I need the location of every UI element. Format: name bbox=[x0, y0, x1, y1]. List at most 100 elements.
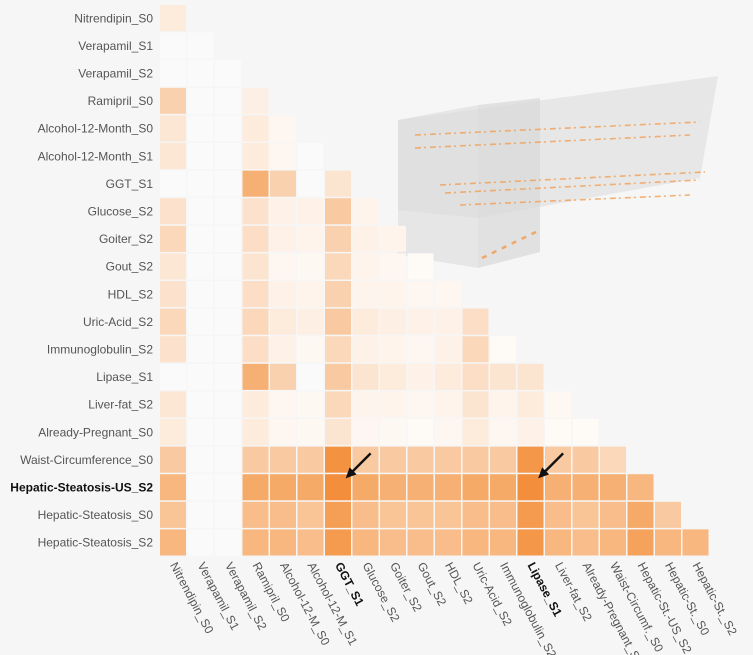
heatmap-cell-r16-c13 bbox=[517, 446, 544, 473]
arrow-head-0 bbox=[345, 467, 357, 479]
heatmap-cell-r19-c17 bbox=[627, 529, 654, 556]
heatmap-cell-r6-c0 bbox=[160, 170, 186, 197]
heatmap-cell-r14-c12 bbox=[490, 391, 516, 418]
heatmap-cell-r19-c11 bbox=[462, 529, 489, 556]
heatmap-cell-r16-c8 bbox=[380, 446, 406, 473]
heatmap-cell-r18-c18 bbox=[655, 501, 681, 528]
heatmap-cell-r15-c9 bbox=[407, 419, 434, 446]
heatmap-cell-r19-c12 bbox=[490, 529, 516, 556]
heatmap-cell-r15-c7 bbox=[352, 419, 379, 446]
heatmap-cell-r10-c5 bbox=[297, 281, 324, 308]
heatmap-cell-r19-c15 bbox=[572, 529, 599, 556]
heatmap-cell-r17-c13 bbox=[517, 474, 544, 501]
heatmap-cell-r11-c11 bbox=[462, 308, 489, 335]
row-label-16: Waist-Circumference_S0 bbox=[20, 453, 153, 467]
inset-segment-1 bbox=[414, 134, 691, 149]
heatmap-cell-r12-c1 bbox=[187, 336, 214, 363]
heatmap-cell-r11-c1 bbox=[187, 308, 214, 335]
heatmap-cell-r9-c7 bbox=[352, 253, 379, 280]
heatmap-cell-r13-c0 bbox=[160, 363, 186, 390]
heatmap-cell-r18-c1 bbox=[187, 501, 214, 528]
row-label-0: Nitrendipin_S0 bbox=[74, 11, 153, 25]
heatmap-cell-r16-c1 bbox=[187, 446, 214, 473]
heatmap-cells bbox=[160, 5, 709, 556]
heatmap-cell-r2-c1 bbox=[187, 60, 214, 87]
heatmap-cell-r17-c9 bbox=[407, 474, 434, 501]
heatmap-cell-r13-c5 bbox=[297, 363, 324, 390]
heatmap-cell-r19-c2 bbox=[215, 529, 241, 556]
heatmap-cell-r19-c5 bbox=[297, 529, 324, 556]
heatmap-cell-r11-c8 bbox=[380, 308, 406, 335]
heatmap-cell-r18-c7 bbox=[352, 501, 379, 528]
heatmap-cell-r12-c0 bbox=[160, 336, 186, 363]
3d-inset-view bbox=[398, 76, 718, 268]
heatmap-cell-r17-c14 bbox=[545, 474, 571, 501]
heatmap-cell-r18-c11 bbox=[462, 501, 489, 528]
heatmap-cell-r12-c12 bbox=[490, 336, 516, 363]
inset-segment-4 bbox=[459, 194, 691, 206]
heatmap-cell-r11-c2 bbox=[215, 308, 241, 335]
heatmap-cell-r5-c0 bbox=[160, 143, 186, 170]
heatmap-cell-r10-c2 bbox=[215, 281, 241, 308]
heatmap-cell-r19-c4 bbox=[270, 529, 296, 556]
heatmap-cell-r18-c3 bbox=[242, 501, 269, 528]
heatmap-cell-r13-c4 bbox=[270, 363, 296, 390]
heatmap-cell-r17-c7 bbox=[352, 474, 379, 501]
heatmap-cell-r2-c2 bbox=[215, 60, 241, 87]
heatmap-cell-r19-c0 bbox=[160, 529, 186, 556]
inset-segment-3 bbox=[444, 179, 701, 194]
heatmap-cell-r8-c0 bbox=[160, 225, 186, 252]
heatmap-cell-r6-c4 bbox=[270, 170, 296, 197]
heatmap-cell-r5-c4 bbox=[270, 143, 296, 170]
heatmap-cell-r4-c1 bbox=[187, 115, 214, 142]
row-label-5: Alcohol-12-Month_S1 bbox=[38, 149, 154, 163]
heatmap-cell-r7-c0 bbox=[160, 198, 186, 225]
heatmap-cell-r13-c12 bbox=[490, 363, 516, 390]
heatmap-cell-r13-c11 bbox=[462, 363, 489, 390]
heatmap-cell-r12-c5 bbox=[297, 336, 324, 363]
row-label-18: Hepatic-Steatosis_S0 bbox=[38, 508, 154, 522]
heatmap-cell-r19-c19 bbox=[682, 529, 709, 556]
heatmap-cell-r14-c14 bbox=[545, 391, 571, 418]
heatmap-cell-r7-c1 bbox=[187, 198, 214, 225]
heatmap-cell-r8-c2 bbox=[215, 225, 241, 252]
heatmap-cell-r19-c3 bbox=[242, 529, 269, 556]
row-label-9: Gout_S2 bbox=[106, 260, 154, 274]
heatmap-cell-r17-c10 bbox=[435, 474, 461, 501]
heatmap-cell-r10-c7 bbox=[352, 281, 379, 308]
heatmap-cell-r19-c10 bbox=[435, 529, 461, 556]
heatmap-cell-r9-c3 bbox=[242, 253, 269, 280]
row-label-4: Alcohol-12-Month_S0 bbox=[38, 122, 154, 136]
heatmap-cell-r12-c9 bbox=[407, 336, 434, 363]
heatmap-cell-r16-c3 bbox=[242, 446, 269, 473]
row-label-1: Verapamil_S1 bbox=[78, 39, 153, 53]
heatmap-cell-r15-c8 bbox=[380, 419, 406, 446]
heatmap-cell-r17-c5 bbox=[297, 474, 324, 501]
heatmap-cell-r7-c4 bbox=[270, 198, 296, 225]
row-label-15: Already-Pregnant_S0 bbox=[38, 425, 153, 439]
heatmap-cell-r17-c17 bbox=[627, 474, 654, 501]
heatmap-cell-r16-c10 bbox=[435, 446, 461, 473]
row-label-8: Goiter_S2 bbox=[99, 232, 153, 246]
heatmap-cell-r12-c4 bbox=[270, 336, 296, 363]
heatmap-cell-r14-c0 bbox=[160, 391, 186, 418]
heatmap-cell-r12-c11 bbox=[462, 336, 489, 363]
annotation-arrows bbox=[345, 452, 564, 479]
heatmap-cell-r14-c8 bbox=[380, 391, 406, 418]
heatmap-cell-r13-c2 bbox=[215, 363, 241, 390]
heatmap-cell-r6-c6 bbox=[325, 170, 351, 197]
heatmap-cell-r11-c10 bbox=[435, 308, 461, 335]
heatmap-cell-r16-c11 bbox=[462, 446, 489, 473]
heatmap-cell-r14-c4 bbox=[270, 391, 296, 418]
heatmap-cell-r13-c8 bbox=[380, 363, 406, 390]
heatmap-cell-r3-c0 bbox=[160, 87, 186, 114]
heatmap-cell-r9-c9 bbox=[407, 253, 434, 280]
heatmap-cell-r1-c0 bbox=[160, 32, 186, 59]
heatmap-cell-r10-c10 bbox=[435, 281, 461, 308]
heatmap-cell-r11-c7 bbox=[352, 308, 379, 335]
heatmap-cell-r14-c13 bbox=[517, 391, 544, 418]
heatmap-cell-r9-c4 bbox=[270, 253, 296, 280]
heatmap-cell-r17-c11 bbox=[462, 474, 489, 501]
heatmap-cell-r10-c3 bbox=[242, 281, 269, 308]
